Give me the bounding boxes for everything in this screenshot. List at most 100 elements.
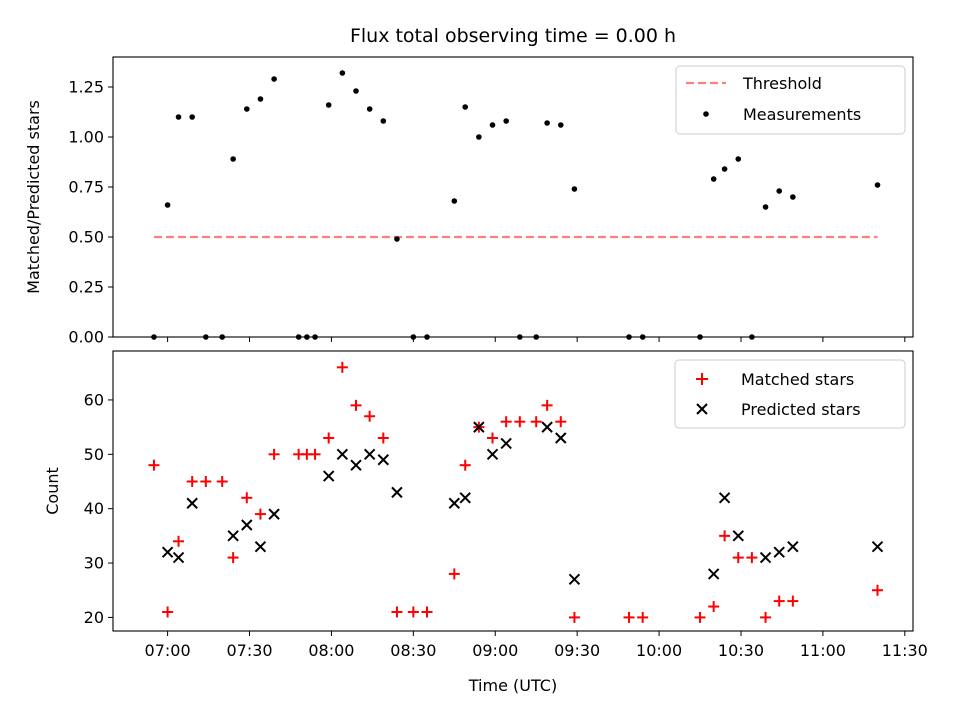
matched-star-point bbox=[746, 552, 758, 564]
top-y-tick-label: 1.25 bbox=[68, 78, 104, 97]
matched-star-point bbox=[760, 611, 772, 623]
measurement-point bbox=[790, 194, 796, 200]
matched-star-point bbox=[448, 568, 460, 580]
predicted-star-point bbox=[322, 470, 335, 482]
matched-star-point bbox=[309, 448, 321, 460]
measurement-point bbox=[476, 134, 482, 140]
bottom-y-axis-label: Count bbox=[43, 467, 62, 515]
matched-star-point bbox=[732, 552, 744, 564]
top-panel: Flux total observing time = 0.00 h Match… bbox=[24, 25, 914, 347]
legend-measurements-swatch bbox=[703, 111, 709, 117]
matched-star-point bbox=[487, 432, 499, 444]
predicted-star-point bbox=[377, 454, 390, 466]
bottom-y-tick-label: 40 bbox=[84, 499, 104, 518]
x-tick-label: 09:30 bbox=[554, 641, 600, 660]
matched-star-point bbox=[364, 410, 376, 422]
bottom-y-tick-label: 60 bbox=[84, 390, 104, 409]
measurement-point bbox=[189, 114, 195, 120]
measurement-point bbox=[489, 122, 496, 128]
x-axis-label: Time (UTC) bbox=[468, 676, 557, 695]
x-tick-label: 07:30 bbox=[226, 641, 272, 660]
measurement-point bbox=[544, 120, 550, 126]
matched-star-point bbox=[568, 611, 580, 623]
predicted-star-point bbox=[448, 497, 461, 509]
predicted-star-point bbox=[227, 530, 239, 542]
predicted-star-point bbox=[350, 459, 362, 471]
bottom-x-ticks: 07:00 07:30 08:00 08:30 09:00 09:30 10:00 10:30… bbox=[145, 631, 928, 660]
matched-star-point bbox=[162, 606, 174, 618]
predicted-star-point bbox=[707, 568, 720, 580]
bottom-y-ticks: 20 30 40 50 60 bbox=[84, 390, 113, 627]
measurement-point bbox=[874, 182, 881, 188]
predicted-star-point bbox=[172, 551, 185, 564]
top-y-tick-label: 0.75 bbox=[68, 178, 104, 197]
x-tick-label: 07:00 bbox=[145, 641, 191, 660]
predicted-star-point bbox=[254, 541, 267, 553]
measurement-point bbox=[353, 88, 359, 94]
predicted-star-point bbox=[871, 541, 884, 553]
x-tick-label: 11:30 bbox=[882, 641, 928, 660]
predicted-star-point bbox=[268, 508, 280, 520]
measurement-point bbox=[721, 166, 728, 172]
measurement-point bbox=[451, 198, 458, 204]
matched-star-point bbox=[623, 611, 635, 623]
top-y-axis-label: Matched/Predicted stars bbox=[24, 100, 43, 294]
matched-star-point bbox=[350, 399, 362, 411]
matched-star-point bbox=[421, 606, 433, 618]
matched-star-point bbox=[719, 530, 731, 542]
predicted-star-point bbox=[459, 492, 471, 504]
top-y-ticks: 0.00 0.25 0.50 0.75 1.00 1.25 bbox=[68, 78, 113, 347]
x-tick-label: 09:00 bbox=[472, 641, 518, 660]
predicted-star-point bbox=[336, 448, 349, 461]
predicted-star-point bbox=[718, 492, 731, 504]
measurement-point bbox=[164, 202, 171, 208]
matched-star-point bbox=[391, 606, 403, 618]
measurement-point bbox=[394, 236, 400, 242]
predicted-star-point bbox=[787, 541, 799, 553]
matched-star-point bbox=[773, 595, 785, 607]
measurement-point bbox=[271, 76, 277, 82]
measurement-point bbox=[257, 96, 264, 102]
measurement-point bbox=[571, 186, 578, 192]
matched-star-point bbox=[241, 492, 253, 504]
x-tick-label: 10:30 bbox=[718, 641, 764, 660]
top-legend: Threshold Measurements bbox=[675, 65, 906, 135]
predicted-star-point bbox=[773, 546, 785, 558]
matched-star-point bbox=[637, 611, 649, 623]
bottom-legend-box bbox=[674, 359, 906, 429]
predicted-star-points bbox=[161, 421, 884, 586]
matched-star-point bbox=[323, 432, 335, 444]
predicted-star-point bbox=[391, 486, 403, 499]
legend-threshold-label: Threshold bbox=[742, 74, 822, 93]
bottom-y-tick-label: 30 bbox=[84, 554, 104, 573]
x-tick-label: 08:00 bbox=[308, 641, 354, 660]
bottom-axes-frame bbox=[112, 350, 914, 632]
matched-star-point bbox=[514, 416, 526, 428]
matched-star-point bbox=[336, 361, 348, 373]
matched-star-point bbox=[694, 611, 706, 623]
measurement-points bbox=[151, 70, 881, 340]
measurement-point bbox=[462, 104, 469, 110]
predicted-star-point bbox=[473, 421, 485, 433]
matched-star-point bbox=[173, 535, 185, 547]
predicted-star-point bbox=[568, 573, 581, 586]
predicted-star-point bbox=[486, 448, 499, 461]
matched-star-point bbox=[787, 595, 799, 607]
predicted-star-point bbox=[161, 546, 174, 558]
legend-predicted-swatch bbox=[696, 403, 708, 415]
measurement-point bbox=[762, 204, 769, 210]
chart-title: Flux total observing time = 0.00 h bbox=[350, 25, 676, 47]
measurement-point bbox=[380, 118, 387, 124]
matched-star-point bbox=[254, 508, 266, 520]
predicted-star-point bbox=[186, 497, 198, 509]
legend-predicted-label: Predicted stars bbox=[741, 400, 861, 419]
predicted-star-point bbox=[363, 448, 376, 461]
matched-star-point bbox=[708, 601, 720, 613]
legend-matched-swatch bbox=[696, 373, 708, 385]
matched-star-point bbox=[216, 475, 228, 487]
matched-star-points bbox=[148, 361, 884, 623]
measurement-point bbox=[366, 106, 373, 112]
top-y-tick-label: 0.25 bbox=[68, 278, 104, 297]
predicted-star-point bbox=[555, 432, 567, 444]
